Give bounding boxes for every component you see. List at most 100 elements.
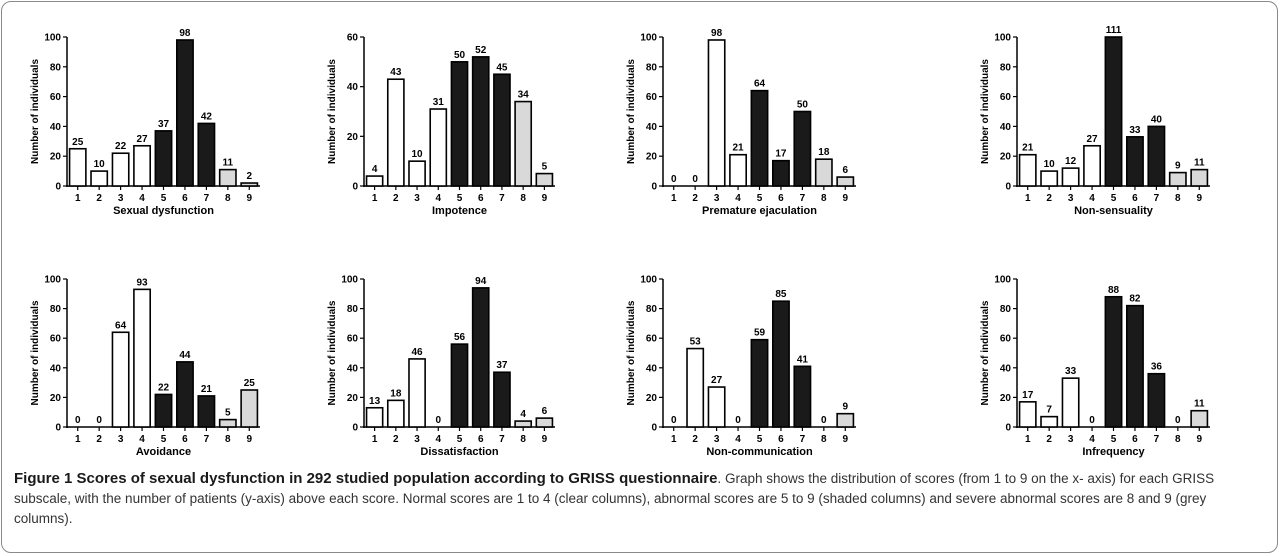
bar-score-2 — [90, 170, 109, 187]
bar-score-5 — [450, 343, 469, 428]
bar-value-label: 5 — [542, 162, 548, 173]
bar-score-8 — [514, 420, 533, 428]
y-tick-label: 60 — [347, 334, 359, 345]
y-axis-title: Number of individuals — [980, 59, 991, 164]
bar-value-label: 37 — [496, 360, 508, 371]
y-tick-label: 20 — [1000, 152, 1012, 163]
bar-score-8 — [218, 168, 237, 187]
bar-value-label: 40 — [1151, 114, 1163, 125]
x-tick-label: 5 — [161, 193, 167, 204]
x-tick-label: 7 — [204, 193, 210, 204]
y-tick-label: 0 — [1005, 182, 1011, 193]
x-tick-label: 8 — [225, 434, 231, 445]
x-tick-label: 5 — [457, 434, 463, 445]
bar-score-9 — [1190, 168, 1209, 187]
x-tick-label: 4 — [735, 193, 741, 204]
x-tick-label: 3 — [118, 193, 124, 204]
bar-score-6 — [1125, 136, 1144, 187]
bar-value-label: 11 — [223, 158, 234, 169]
x-tick-label: 3 — [1068, 434, 1074, 445]
x-tick-label: 8 — [520, 434, 526, 445]
bar-value-label: 0 — [735, 415, 741, 426]
bar-value-label: 13 — [369, 396, 381, 407]
x-tick-label: 7 — [800, 193, 806, 204]
bar-score-1 — [1018, 401, 1037, 428]
x-axis-title: Non-communication — [706, 446, 813, 458]
bar-value-label: 59 — [754, 328, 766, 339]
y-axis-title: Number of individuals — [30, 59, 41, 164]
bar-score-6 — [175, 361, 194, 428]
x-tick-label: 3 — [714, 434, 720, 445]
bar-score-6 — [771, 159, 790, 187]
y-tick-label: 0 — [1005, 423, 1011, 434]
x-axis-title: Avoidance — [136, 446, 191, 458]
y-tick-label: 60 — [1000, 334, 1012, 345]
bar-value-label: 25 — [244, 378, 256, 389]
bar-value-label: 4 — [520, 409, 526, 420]
y-axis-title: Number of individuals — [327, 59, 338, 164]
bar-value-label: 46 — [411, 347, 423, 358]
bar-score-6 — [771, 300, 790, 428]
y-tick-label: 60 — [50, 92, 62, 103]
x-tick-label: 4 — [435, 434, 441, 445]
bar-score-5 — [750, 338, 769, 428]
bar-value-label: 22 — [115, 141, 127, 152]
x-tick-label: 4 — [1089, 434, 1095, 445]
x-tick-label: 7 — [499, 193, 505, 204]
bar-score-3 — [1061, 377, 1080, 428]
y-tick-label: 20 — [347, 393, 359, 404]
bar-score-6 — [1125, 304, 1144, 428]
y-axis-title: Number of individuals — [30, 300, 41, 405]
bar-value-label: 88 — [1108, 285, 1120, 296]
y-tick-label: 80 — [347, 304, 359, 315]
x-tick-label: 5 — [1111, 193, 1117, 204]
bar-score-8 — [514, 100, 533, 187]
caption-text: . Graph shows the distribution of scores… — [14, 471, 1215, 526]
x-axis-title: Dissatisfaction — [420, 446, 499, 458]
y-tick-label: 40 — [1000, 363, 1012, 374]
bar-value-label: 0 — [671, 174, 677, 185]
x-tick-label: 9 — [246, 193, 252, 204]
bar-value-label: 18 — [390, 388, 402, 399]
bar-value-label: 21 — [732, 143, 744, 154]
x-tick-label: 6 — [478, 434, 484, 445]
bar-value-label: 0 — [821, 415, 827, 426]
bar-value-label: 21 — [1022, 143, 1034, 154]
x-tick-label: 5 — [457, 193, 463, 204]
x-tick-label: 8 — [225, 193, 231, 204]
bar-value-label: 11 — [1194, 158, 1205, 169]
bar-score-6 — [471, 56, 490, 187]
x-axis-title: Impotence — [432, 205, 487, 217]
bar-score-1 — [68, 147, 87, 187]
bar-score-2 — [1040, 170, 1059, 187]
y-axis-title: Number of individuals — [327, 300, 338, 405]
x-tick-label: 5 — [161, 434, 167, 445]
x-tick-label: 2 — [692, 193, 698, 204]
x-tick-label: 6 — [1132, 193, 1138, 204]
y-tick-label: 0 — [55, 182, 61, 193]
bar-score-4 — [1083, 144, 1102, 187]
bar-score-3 — [707, 386, 726, 428]
bar-value-label: 0 — [692, 174, 698, 185]
y-tick-label: 80 — [50, 304, 62, 315]
bar-value-label: 22 — [158, 382, 170, 393]
y-tick-label: 100 — [994, 275, 1011, 286]
y-tick-label: 60 — [50, 334, 62, 345]
y-tick-label: 20 — [646, 152, 658, 163]
bar-score-9 — [535, 417, 554, 428]
x-tick-label: 6 — [182, 434, 188, 445]
bar-score-5 — [154, 393, 173, 428]
x-axis-title: Sexual dysfunction — [113, 205, 214, 217]
y-tick-label: 60 — [646, 334, 658, 345]
bar-score-3 — [408, 358, 426, 428]
y-tick-label: 80 — [646, 304, 658, 315]
x-tick-label: 2 — [96, 434, 102, 445]
bar-value-label: 98 — [711, 28, 723, 39]
bar-score-9 — [836, 412, 855, 428]
x-tick-label: 6 — [778, 193, 784, 204]
bar-score-8 — [814, 158, 833, 187]
